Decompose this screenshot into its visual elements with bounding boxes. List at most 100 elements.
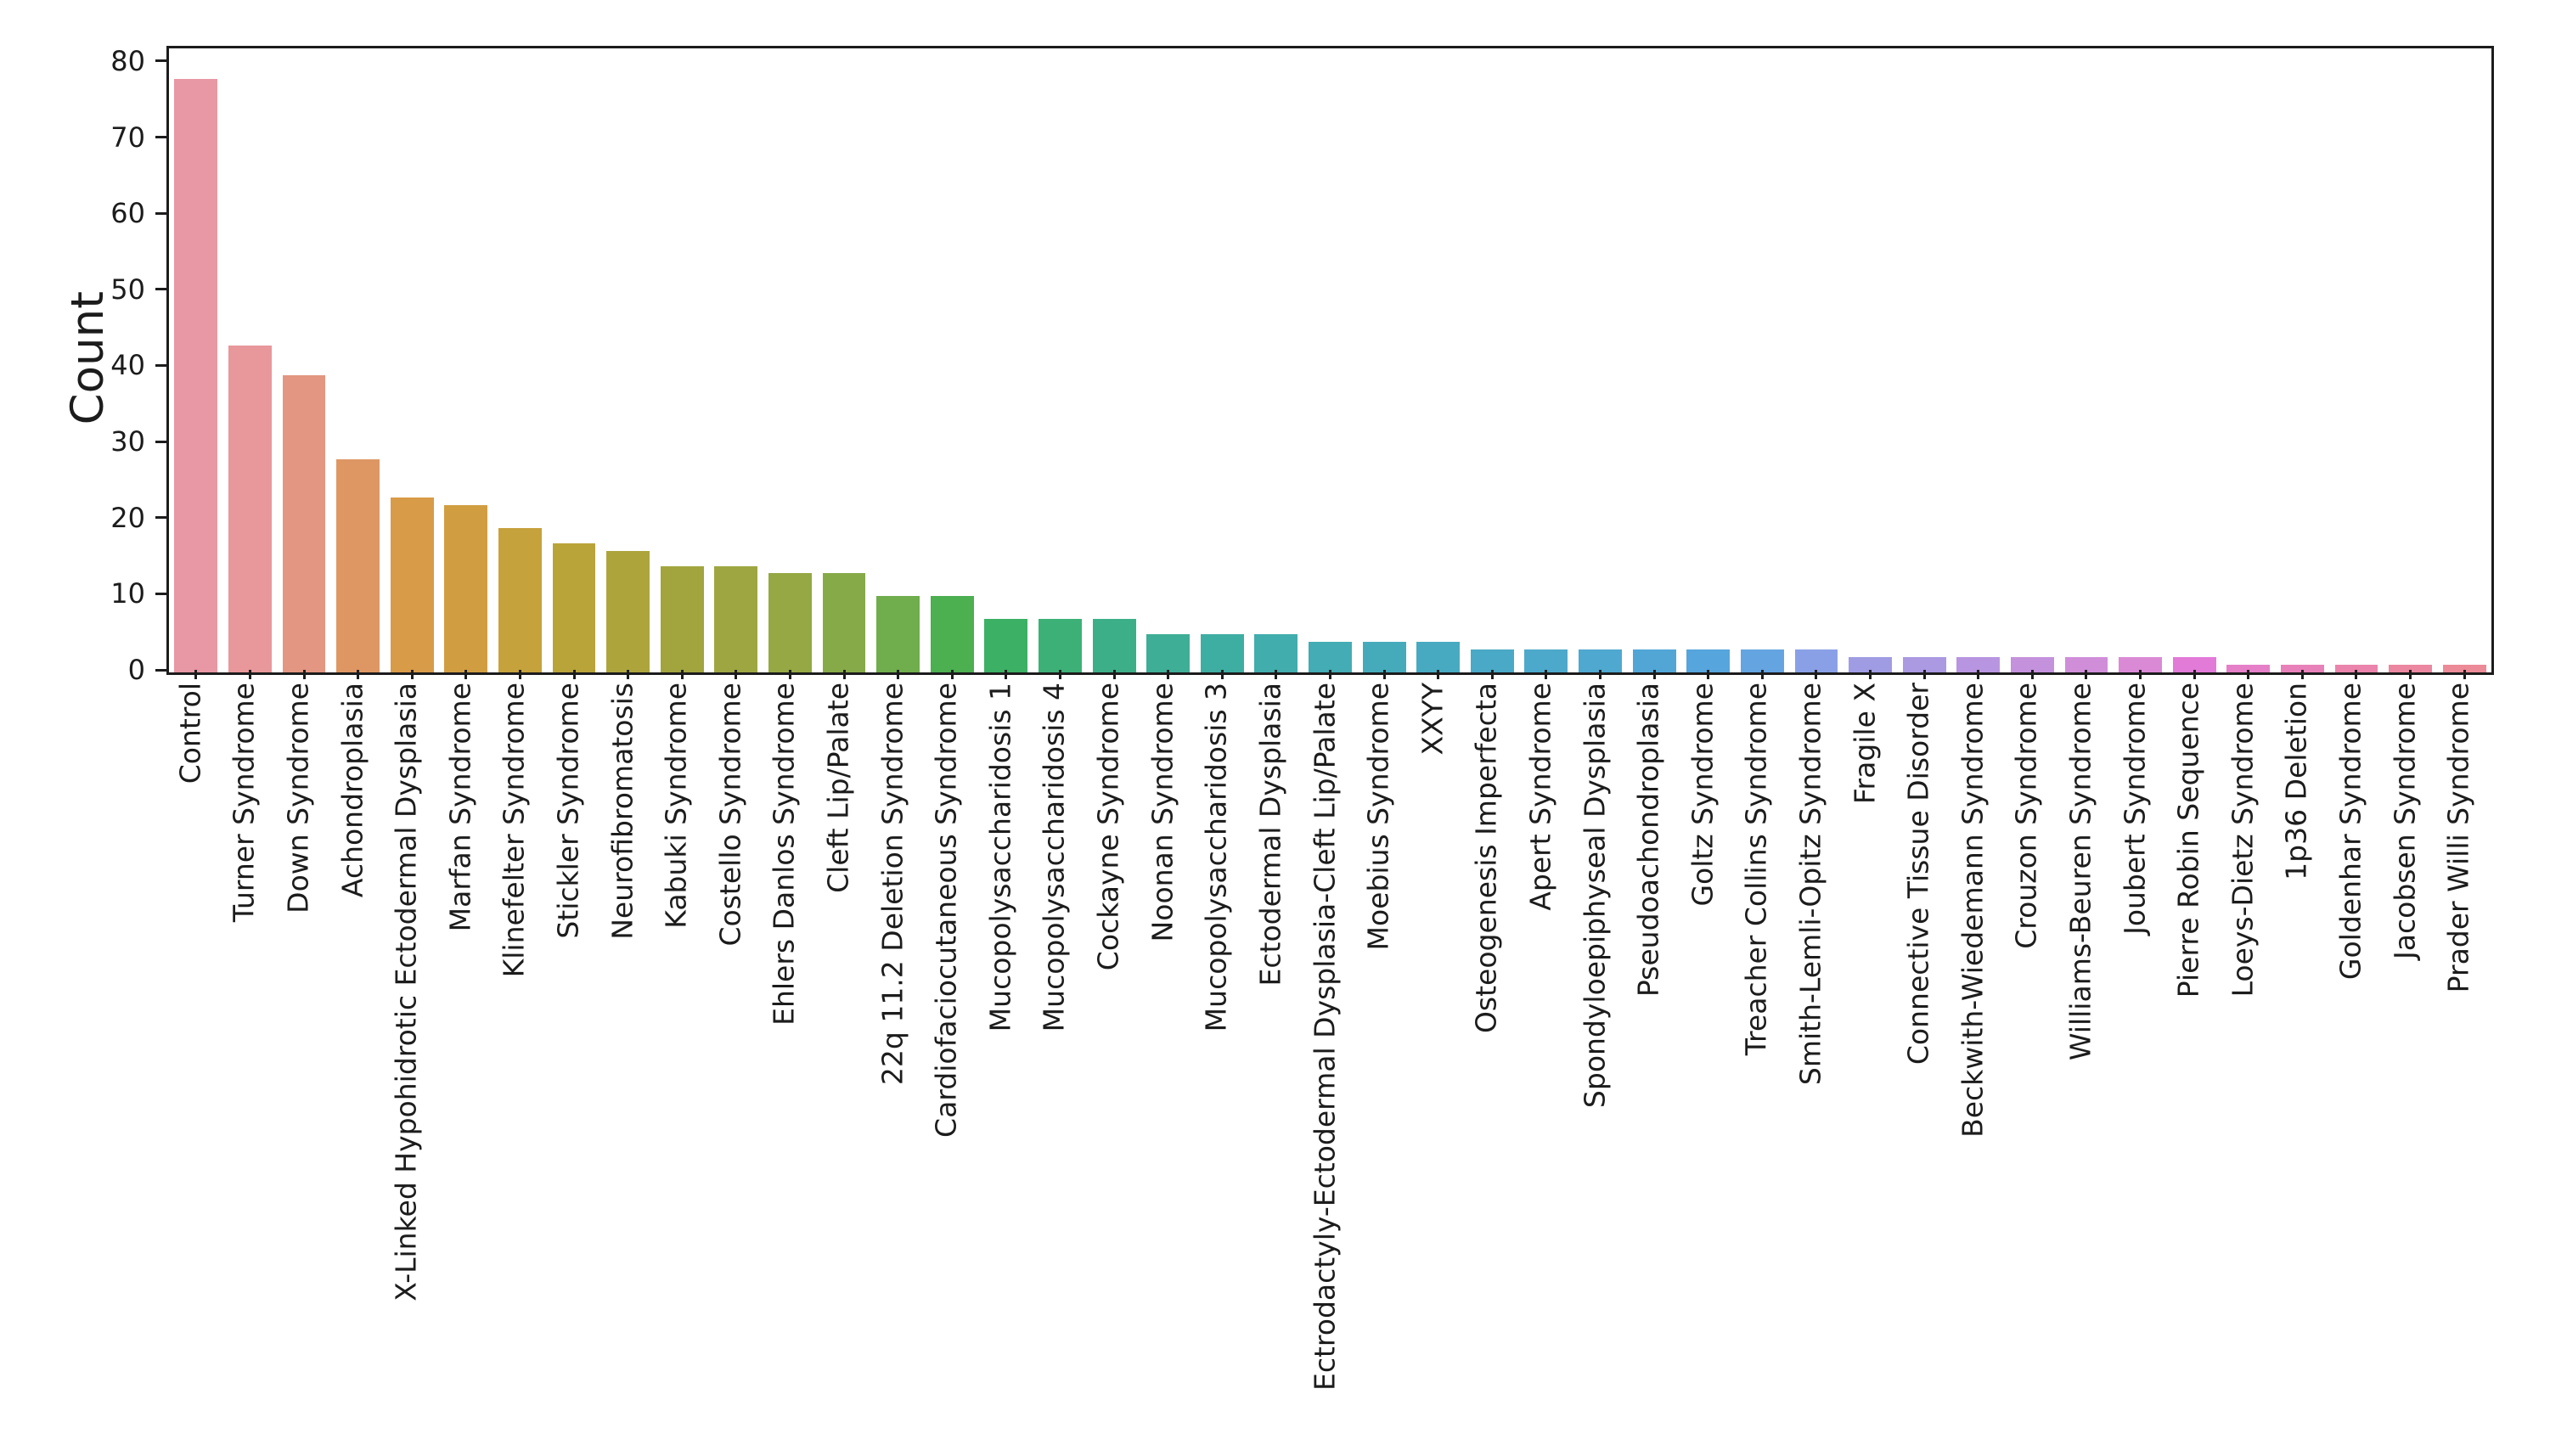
- x-tick-label: Mucopolysaccharidosis 3: [1199, 683, 1233, 1032]
- x-tick-label: Williams-Beuren Syndrome: [2063, 683, 2097, 1061]
- y-tick-mark: [155, 288, 166, 291]
- y-tick-mark: [155, 592, 166, 595]
- bar: [1416, 642, 1461, 672]
- bar: [768, 573, 812, 672]
- x-tick-mark: [410, 670, 414, 679]
- y-tick-label: 30: [110, 425, 145, 458]
- x-tick-label: Klinefelter Syndrome: [498, 683, 532, 978]
- bar: [2010, 657, 2054, 672]
- y-tick-mark: [155, 136, 166, 139]
- x-tick-label: Moebius Syndrome: [1361, 683, 1395, 951]
- x-tick-mark: [2193, 670, 2196, 679]
- x-tick-label: Achondroplasia: [335, 683, 369, 898]
- bar: [822, 573, 866, 672]
- y-tick-mark: [155, 516, 166, 520]
- x-tick-label: Noonan Syndrome: [1146, 683, 1179, 942]
- bar: [1309, 642, 1352, 672]
- bar: [984, 619, 1028, 672]
- x-tick-label: Spondyloepiphyseal Dysplasia: [1578, 683, 1612, 1109]
- bar: [1092, 619, 1136, 672]
- bar: [1849, 657, 1892, 672]
- bar: [1146, 634, 1191, 672]
- x-tick-label: Beckwith-Wiedemann Syndrome: [1956, 683, 1990, 1138]
- x-tick-mark: [1437, 670, 1440, 679]
- x-tick-label: Down Syndrome: [281, 683, 315, 914]
- bar: [1039, 619, 1082, 672]
- y-tick-mark: [155, 211, 166, 215]
- x-tick-mark: [897, 670, 900, 679]
- x-tick-label: Goldenhar Syndrome: [2333, 683, 2367, 981]
- bar: [390, 497, 434, 672]
- x-tick-label: X-Linked Hypohidrotic Ectodermal Dysplas…: [389, 683, 423, 1301]
- y-tick-label: 50: [110, 273, 145, 306]
- x-tick-mark: [1382, 670, 1386, 679]
- x-tick-label: Pseudoachondroplasia: [1631, 683, 1665, 998]
- bar: [444, 504, 488, 672]
- bar: [1956, 657, 2001, 672]
- x-tick-mark: [2463, 670, 2466, 679]
- bar: [1362, 642, 1406, 672]
- bar: [876, 596, 920, 672]
- x-tick-mark: [2030, 670, 2034, 679]
- bar: [714, 565, 758, 672]
- bar: [174, 78, 218, 672]
- y-tick-mark: [155, 59, 166, 63]
- x-tick-label: Fragile X: [1848, 683, 1882, 805]
- bar: [2334, 665, 2378, 672]
- x-tick-mark: [2300, 670, 2304, 679]
- y-tick-mark: [155, 363, 166, 367]
- x-tick-mark: [248, 670, 251, 679]
- x-tick-label: Stickler Syndrome: [551, 683, 585, 939]
- x-tick-mark: [1005, 670, 1008, 679]
- x-tick-mark: [1167, 670, 1170, 679]
- x-tick-mark: [1652, 670, 1656, 679]
- x-tick-label: Goltz Syndrome: [1686, 683, 1720, 907]
- y-tick-mark: [155, 668, 166, 672]
- x-tick-label: 1p36 Deletion: [2280, 683, 2314, 880]
- bar: [1200, 634, 1244, 672]
- plot-area: [166, 46, 2494, 675]
- y-tick-label: 0: [127, 654, 145, 686]
- y-tick-label: 80: [110, 44, 145, 77]
- x-tick-mark: [1815, 670, 1818, 679]
- x-tick-mark: [1869, 670, 1872, 679]
- bar: [2119, 657, 2162, 672]
- x-tick-label: XXYY: [1416, 683, 1450, 756]
- x-tick-label: Neurofibromatosis: [605, 683, 639, 940]
- bar: [2280, 665, 2324, 672]
- bar: [1632, 649, 1676, 672]
- x-tick-mark: [1977, 670, 1980, 679]
- bar: [1686, 649, 1731, 672]
- x-tick-label: Ectodermal Dysplasia: [1253, 683, 1287, 987]
- x-tick-label: Loeys-Dietz Syndrome: [2226, 683, 2260, 998]
- x-tick-mark: [2409, 670, 2412, 679]
- x-tick-label: Cockayne Syndrome: [1091, 683, 1125, 971]
- x-tick-label: Apert Syndrome: [1523, 683, 1557, 911]
- bar: [2226, 665, 2271, 672]
- x-tick-mark: [357, 670, 360, 679]
- bar: [2442, 665, 2486, 672]
- x-tick-mark: [680, 670, 684, 679]
- bar: [282, 375, 326, 672]
- x-tick-label: Connective Tissue Disorder: [1901, 683, 1935, 1065]
- x-tick-mark: [1545, 670, 1548, 679]
- x-tick-mark: [1275, 670, 1278, 679]
- x-tick-mark: [1707, 670, 1710, 679]
- bar: [1254, 634, 1298, 672]
- bar: [1579, 649, 1622, 672]
- bar: [1470, 649, 1514, 672]
- x-tick-mark: [1760, 670, 1764, 679]
- x-tick-label: Jacobsen Syndrome: [2388, 683, 2422, 959]
- x-tick-mark: [1490, 670, 1494, 679]
- bar: [1794, 649, 1838, 672]
- bar: [660, 565, 704, 672]
- x-tick-label: Cardiofaciocutaneous Syndrome: [929, 683, 963, 1138]
- x-tick-mark: [1329, 670, 1331, 679]
- x-tick-mark: [194, 670, 198, 679]
- x-tick-label: Turner Syndrome: [228, 683, 262, 923]
- x-tick-mark: [1922, 670, 1926, 679]
- bar: [1740, 649, 1784, 672]
- x-tick-label: Ehlers Danlos Syndrome: [768, 683, 802, 1026]
- x-tick-label: Smith-Lemli-Opitz Syndrome: [1793, 683, 1827, 1086]
